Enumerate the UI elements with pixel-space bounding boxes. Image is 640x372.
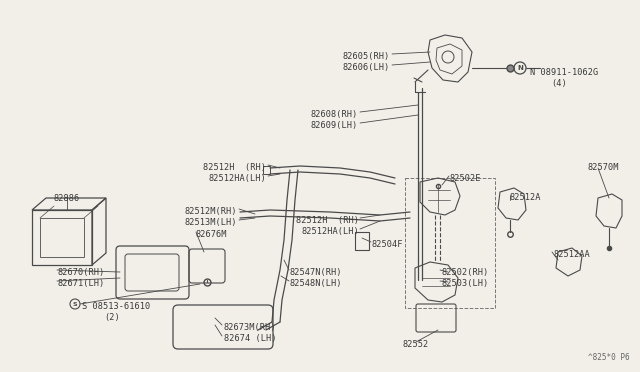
Text: 82548N(LH): 82548N(LH) [290,279,342,288]
Text: 82609(LH): 82609(LH) [311,121,358,130]
Text: 82886: 82886 [54,194,80,203]
Text: 82512A: 82512A [510,193,541,202]
Bar [263,166,270,174]
Text: N 08911-1062G: N 08911-1062G [530,68,598,77]
Text: 82504F: 82504F [372,240,403,249]
Text: ^825*0 P6: ^825*0 P6 [588,353,630,362]
Text: 82513M(LH): 82513M(LH) [184,218,237,227]
Text: 82502E: 82502E [449,174,481,183]
Text: 82552: 82552 [403,340,429,349]
Bar [405,178,495,308]
Bar [40,218,84,257]
Text: 82606(LH): 82606(LH) [343,63,390,72]
Text: 82512H  (RH): 82512H (RH) [296,216,359,225]
Text: 82605(RH): 82605(RH) [343,52,390,61]
Text: 82608(RH): 82608(RH) [311,110,358,119]
Text: S 08513-61610: S 08513-61610 [82,302,150,311]
Text: (2): (2) [104,313,120,322]
Text: 82502(RH): 82502(RH) [441,268,488,277]
Bar [32,210,92,265]
Bar [355,232,369,250]
Text: (4): (4) [551,79,567,88]
Text: 82547N(RH): 82547N(RH) [290,268,342,277]
Text: 82671(LH): 82671(LH) [58,279,105,288]
Text: 82674 (LH): 82674 (LH) [224,334,276,343]
Text: 82512HA(LH): 82512HA(LH) [208,174,266,183]
Text: S: S [73,301,77,307]
Text: 82512AA: 82512AA [553,250,589,259]
Text: 82512M(RH): 82512M(RH) [184,207,237,216]
Text: 82512H  (RH): 82512H (RH) [203,163,266,172]
Text: 82503(LH): 82503(LH) [441,279,488,288]
Text: 82512HA(LH): 82512HA(LH) [301,227,359,236]
Text: 82676M: 82676M [196,230,227,239]
Text: 82673M(RH): 82673M(RH) [224,323,276,332]
Text: 82670(RH): 82670(RH) [58,268,105,277]
Text: N: N [517,65,523,71]
Text: 82570M: 82570M [587,163,618,172]
